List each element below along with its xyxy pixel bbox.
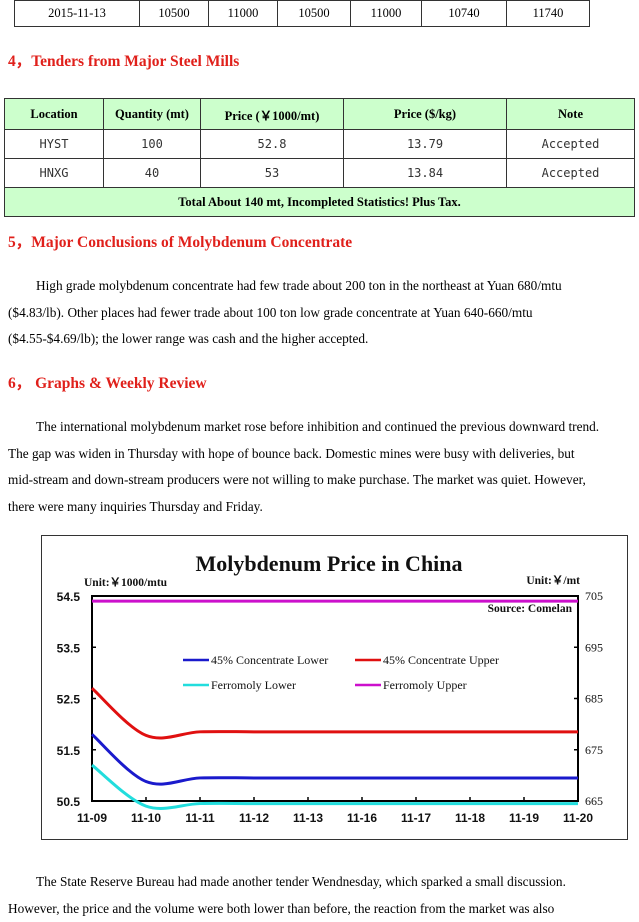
x-tick-label: 11-11	[185, 811, 215, 825]
legend-label: Ferromoly Lower	[211, 678, 296, 692]
x-tick-label: 11-09	[77, 811, 107, 825]
table-cell: 100	[104, 130, 201, 159]
table-cell: 52.8	[201, 130, 344, 159]
column-header: Location	[5, 99, 104, 130]
table-cell: 13.79	[344, 130, 507, 159]
chart-title: Molybdenum Price in China	[195, 551, 462, 576]
right-axis-unit: Unit:￥/mt	[526, 575, 580, 587]
paragraph-line: ($4.83/lb). Other places had fewer trade…	[8, 300, 634, 327]
y-left-tick-label: 53.5	[57, 641, 81, 655]
x-tick-label: 11-12	[239, 811, 269, 825]
y-right-tick-label: 665	[585, 794, 603, 808]
y-left-tick-label: 50.5	[57, 795, 81, 809]
chart-svg: Molybdenum Price in China Unit:￥1000/mtu…	[42, 536, 627, 839]
left-axis-unit: Unit:￥1000/mtu	[84, 577, 168, 589]
column-header: Price (￥1000/mt)	[201, 99, 344, 130]
y-left-tick-label: 52.5	[57, 693, 81, 707]
table-cell: 11000	[351, 1, 422, 27]
tenders-table: Location Quantity (mt) Price (￥1000/mt) …	[4, 98, 635, 217]
y-right-tick-label: 695	[585, 640, 603, 654]
section-6-title: 6， Graphs & Weekly Review	[8, 371, 207, 393]
x-tick-label: 11-17	[401, 811, 431, 825]
paragraph-line: ($4.55-$4.69/lb); the lower range was ca…	[8, 326, 634, 353]
paragraph-line: However, the price and the volume were b…	[8, 896, 634, 922]
table-cell: 13.84	[344, 159, 507, 188]
x-tick-label: 11-20	[563, 811, 593, 825]
paragraph-line: The international molybdenum market rose…	[8, 414, 634, 441]
section-5-title: 5，Major Conclusions of Molybdenum Concen…	[8, 230, 352, 252]
table-cell: 40	[104, 159, 201, 188]
table-cell: Accepted	[507, 130, 635, 159]
table-row: HNXG 40 53 13.84 Accepted	[5, 159, 635, 188]
table-cell: Accepted	[507, 159, 635, 188]
table-cell: HNXG	[5, 159, 104, 188]
table-total-row: Total About 140 mt, Incompleted Statisti…	[5, 188, 635, 217]
column-header: Note	[507, 99, 635, 130]
legend-label: 45% Concentrate Upper	[383, 653, 499, 667]
table-row: HYST 100 52.8 13.79 Accepted	[5, 130, 635, 159]
y-left-tick-label: 51.5	[57, 744, 81, 758]
x-tick-label: 11-18	[455, 811, 485, 825]
plot-area	[92, 596, 578, 801]
closing-paragraph: The State Reserve Bureau had made anothe…	[8, 869, 634, 922]
chart-source: Source: Comelan	[488, 603, 573, 615]
table-header-row: Location Quantity (mt) Price (￥1000/mt) …	[5, 99, 635, 130]
table-cell: 11000	[209, 1, 278, 27]
price-table-fragment: 2015-11-13 10500 11000 10500 11000 10740…	[14, 0, 590, 27]
section-5-paragraph: High grade molybdenum concentrate had fe…	[8, 273, 634, 353]
table-cell: 10740	[422, 1, 507, 27]
total-note: Total About 140 mt, Incompleted Statisti…	[5, 188, 635, 217]
x-tick-label: 11-16	[347, 811, 377, 825]
table-cell: 11740	[507, 1, 590, 27]
y-left-tick-label: 54.5	[57, 590, 81, 604]
table-cell: 2015-11-13	[15, 1, 140, 27]
y-right-tick-label: 685	[585, 692, 603, 706]
y-right-tick-label: 675	[585, 743, 603, 757]
x-tick-label: 11-10	[131, 811, 161, 825]
table-cell: 10500	[278, 1, 351, 27]
table-cell: 53	[201, 159, 344, 188]
section-4-title: 4，Tenders from Major Steel Mills	[8, 49, 239, 71]
legend-label: 45% Concentrate Lower	[211, 653, 328, 667]
table-cell: HYST	[5, 130, 104, 159]
paragraph-line: mid-stream and down-stream producers wer…	[8, 467, 634, 494]
paragraph-line: High grade molybdenum concentrate had fe…	[8, 273, 634, 300]
paragraph-line: The State Reserve Bureau had made anothe…	[8, 869, 634, 896]
x-tick-label: 11-13	[293, 811, 323, 825]
column-header: Quantity (mt)	[104, 99, 201, 130]
column-header: Price ($/kg)	[344, 99, 507, 130]
x-tick-label: 11-19	[509, 811, 539, 825]
paragraph-line: The gap was widen in Thursday with hope …	[8, 441, 634, 468]
paragraph-line: there were many inquiries Thursday and F…	[8, 494, 634, 521]
table-cell: 10500	[140, 1, 209, 27]
y-right-tick-label: 705	[585, 589, 603, 603]
molybdenum-price-chart: Molybdenum Price in China Unit:￥1000/mtu…	[41, 535, 628, 840]
table-row: 2015-11-13 10500 11000 10500 11000 10740…	[15, 1, 590, 27]
section-6-paragraph: The international molybdenum market rose…	[8, 414, 634, 520]
legend-label: Ferromoly Upper	[383, 678, 467, 692]
